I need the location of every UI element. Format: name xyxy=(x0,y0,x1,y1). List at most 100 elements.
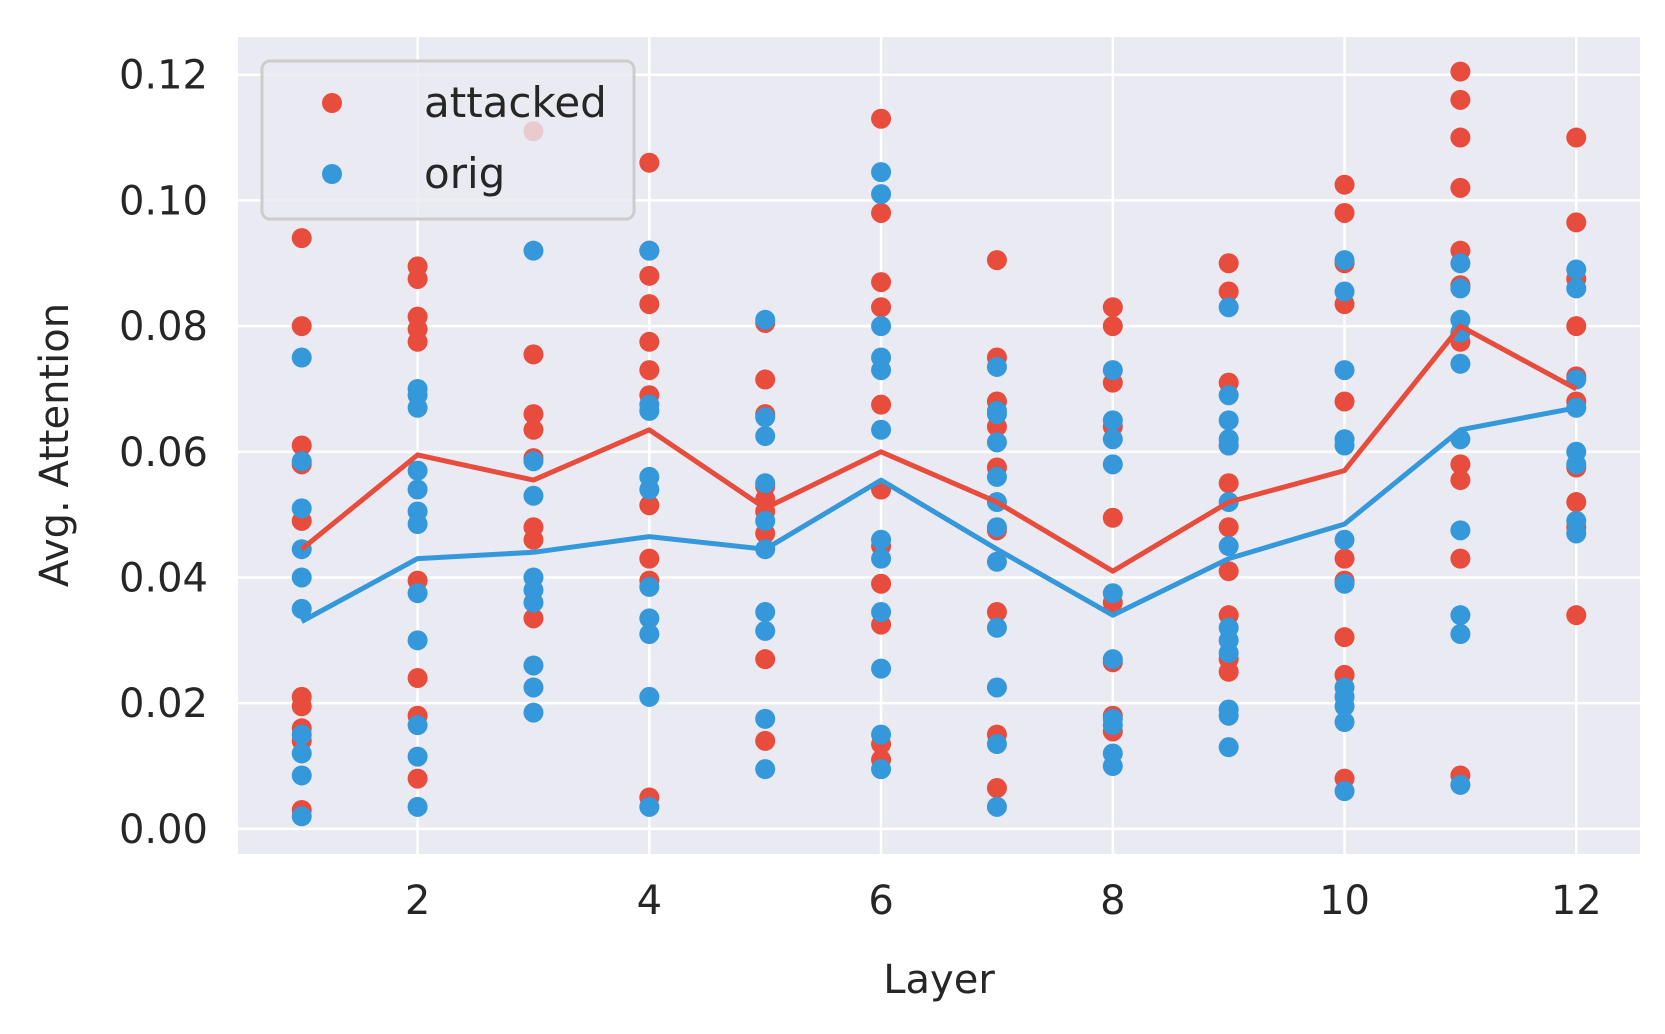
data-point-orig xyxy=(1218,385,1239,406)
data-point-attacked xyxy=(1566,212,1587,233)
legend-box xyxy=(260,59,636,221)
data-point-attacked xyxy=(1102,316,1123,337)
data-point-orig xyxy=(1334,360,1355,381)
x-tick-label: 2 xyxy=(405,878,430,924)
data-point-orig xyxy=(291,724,312,745)
data-point-attacked xyxy=(1566,316,1587,337)
x-tick-label: 4 xyxy=(637,878,662,924)
data-point-orig xyxy=(291,498,312,519)
data-point-orig xyxy=(1450,353,1471,374)
data-point-orig xyxy=(407,630,428,651)
data-point-attacked xyxy=(523,404,544,425)
data-point-orig xyxy=(755,407,776,428)
data-point-orig xyxy=(407,514,428,535)
x-tick-labels: 2 4 6 8 10 12 xyxy=(405,878,1602,924)
data-point-orig xyxy=(1450,605,1471,626)
data-point-attacked xyxy=(291,316,312,337)
data-point-attacked xyxy=(1450,177,1471,198)
data-point-orig xyxy=(1450,624,1471,645)
legend-label-orig: orig xyxy=(424,149,505,198)
data-point-orig xyxy=(291,451,312,472)
data-point-orig xyxy=(291,347,312,368)
data-point-orig xyxy=(1566,278,1587,299)
data-point-attacked xyxy=(871,202,892,223)
data-point-orig xyxy=(1334,281,1355,302)
data-point-orig xyxy=(871,184,892,205)
data-point-orig xyxy=(523,240,544,261)
data-point-attacked xyxy=(871,394,892,415)
data-point-attacked xyxy=(407,768,428,789)
data-point-orig xyxy=(639,624,660,645)
data-point-orig xyxy=(986,796,1007,817)
data-point-orig xyxy=(639,608,660,629)
data-point-orig xyxy=(523,485,544,506)
y-tick-label: 0.06 xyxy=(119,430,208,476)
series-points xyxy=(291,61,1587,827)
data-point-orig xyxy=(871,724,892,745)
data-point-attacked xyxy=(291,435,312,456)
data-point-orig xyxy=(871,419,892,440)
data-point-attacked xyxy=(523,608,544,629)
data-point-orig xyxy=(407,746,428,767)
data-point-orig xyxy=(1218,410,1239,431)
data-point-orig xyxy=(1102,715,1123,736)
data-point-attacked xyxy=(639,265,660,286)
legend-marker-attacked xyxy=(322,93,342,113)
y-tick-label: 0.08 xyxy=(119,304,208,350)
data-point-attacked xyxy=(1218,281,1239,302)
data-point-orig xyxy=(986,677,1007,698)
data-point-attacked xyxy=(407,331,428,352)
series-lines xyxy=(300,323,1578,624)
y-tick-label: 0.10 xyxy=(119,178,208,224)
data-point-orig xyxy=(986,734,1007,755)
data-point-attacked xyxy=(1334,548,1355,569)
y-tick-labels: 0.00 0.02 0.04 0.06 0.08 0.10 0.12 xyxy=(119,53,208,853)
data-point-orig xyxy=(755,510,776,531)
data-point-orig xyxy=(755,708,776,729)
data-point-attacked xyxy=(871,297,892,318)
series-line-orig xyxy=(300,405,1577,624)
data-point-orig xyxy=(755,759,776,780)
data-point-orig xyxy=(871,316,892,337)
series-line-attacked xyxy=(300,323,1578,574)
data-point-orig xyxy=(1450,278,1471,299)
data-point-orig xyxy=(1334,696,1355,717)
data-point-orig xyxy=(407,583,428,604)
data-point-orig xyxy=(986,432,1007,453)
data-point-orig xyxy=(523,655,544,676)
data-point-orig xyxy=(986,466,1007,487)
series-orig-points xyxy=(291,162,1587,827)
y-tick-label: 0.00 xyxy=(119,807,208,853)
data-point-attacked xyxy=(986,250,1007,271)
data-point-orig xyxy=(1102,410,1123,431)
data-point-orig xyxy=(1334,250,1355,271)
y-axis-label: Avg. Attention xyxy=(32,303,78,587)
data-point-orig xyxy=(1218,435,1239,456)
legend-marker-orig xyxy=(322,164,342,184)
data-point-orig xyxy=(407,479,428,500)
data-point-attacked xyxy=(1450,548,1471,569)
data-point-orig xyxy=(755,309,776,330)
data-point-attacked xyxy=(1334,391,1355,412)
data-point-orig xyxy=(1102,583,1123,604)
data-point-orig xyxy=(986,404,1007,425)
data-point-orig xyxy=(1218,536,1239,557)
data-point-orig xyxy=(407,460,428,481)
data-point-attacked xyxy=(871,573,892,594)
data-point-orig xyxy=(1102,649,1123,670)
data-point-attacked xyxy=(755,369,776,390)
data-point-orig xyxy=(1218,705,1239,726)
data-point-orig xyxy=(871,658,892,679)
data-point-attacked xyxy=(639,331,660,352)
data-point-attacked xyxy=(1218,661,1239,682)
data-point-attacked xyxy=(1218,253,1239,274)
data-point-orig xyxy=(755,473,776,494)
data-point-attacked xyxy=(1218,561,1239,582)
data-point-orig xyxy=(986,617,1007,638)
data-point-attacked xyxy=(986,602,1007,623)
data-point-orig xyxy=(871,548,892,569)
data-point-orig xyxy=(1102,454,1123,475)
data-point-attacked xyxy=(1218,517,1239,538)
data-point-attacked xyxy=(871,108,892,129)
